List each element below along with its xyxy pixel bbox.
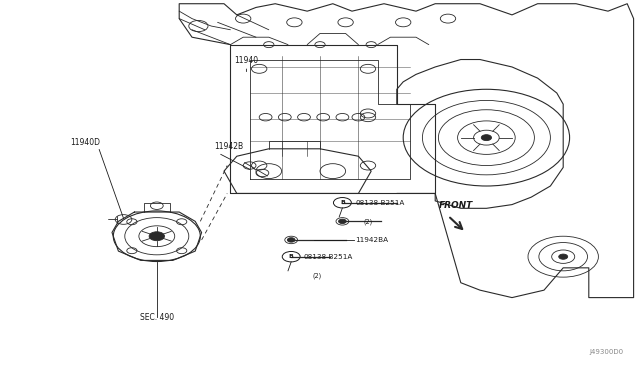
Circle shape [559,254,568,259]
Text: 11942BA: 11942BA [355,237,388,243]
Text: B: B [289,254,294,259]
Circle shape [287,254,295,259]
Circle shape [481,135,492,141]
Text: 08138-B251A: 08138-B251A [304,254,353,260]
Text: 08138-B251A: 08138-B251A [355,200,404,206]
Circle shape [287,238,295,242]
Text: (2): (2) [312,272,321,279]
Circle shape [339,201,346,205]
Text: B: B [340,200,345,205]
Text: 11940: 11940 [234,56,259,65]
Text: SEC. 490: SEC. 490 [140,313,174,322]
Text: FRONT: FRONT [438,201,473,210]
Circle shape [149,232,164,241]
Circle shape [333,198,351,208]
Circle shape [282,251,300,262]
Text: (2): (2) [364,218,372,225]
Text: 11940D: 11940D [70,138,100,147]
Text: J49300D0: J49300D0 [590,349,624,355]
Circle shape [339,219,346,224]
Text: 11942B: 11942B [214,142,244,151]
